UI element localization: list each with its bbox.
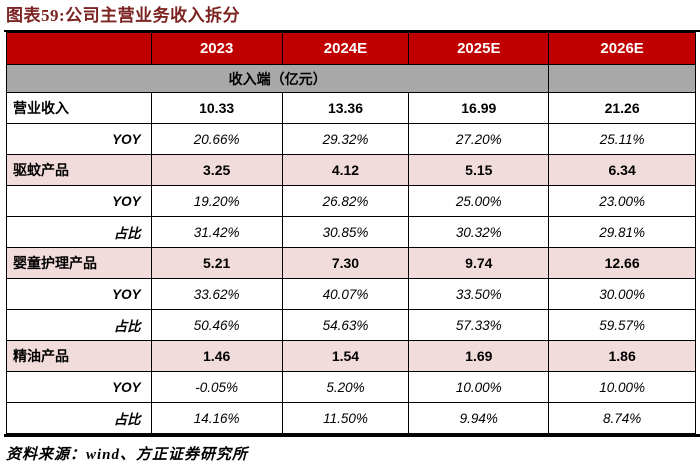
row-label: 占比: [6, 309, 152, 341]
value-cell: 1.46: [150, 340, 283, 372]
year-header-2023: 2023: [150, 32, 283, 65]
title-rule: [4, 30, 700, 32]
row-label: 精油产品: [6, 340, 152, 372]
value-cell: 11.50%: [281, 402, 410, 434]
value-cell: 33.62%: [150, 278, 283, 310]
value-cell: 30.32%: [408, 216, 550, 248]
value-cell: 9.74: [408, 247, 550, 279]
table-row: 营业收入 10.33 13.36 16.99 21.26: [6, 92, 696, 124]
year-header-row: 2023 2024E 2025E 2026E: [6, 32, 696, 65]
value-cell: -0.05%: [150, 371, 283, 403]
table-row: YOY -0.05% 5.20% 10.00% 10.00%: [6, 371, 696, 403]
value-cell: 5.15: [408, 154, 550, 186]
table-row: YOY 33.62% 40.07% 33.50% 30.00%: [6, 278, 696, 310]
value-cell: 26.82%: [281, 185, 410, 217]
table-row: 占比 14.16% 11.50% 9.94% 8.74%: [6, 402, 696, 434]
year-header-2026e: 2026E: [548, 32, 696, 65]
table-row: 精油产品 1.46 1.54 1.69 1.86: [6, 340, 696, 372]
table-row: 驱蚊产品 3.25 4.12 5.15 6.34: [6, 154, 696, 186]
row-label: YOY: [6, 371, 152, 403]
row-label: 占比: [6, 216, 152, 248]
value-cell: 10.33: [150, 92, 283, 124]
value-cell: 8.74%: [548, 402, 696, 434]
figure-title: 图表59:公司主营业务收入拆分: [6, 6, 241, 25]
value-cell: 1.69: [408, 340, 550, 372]
value-cell: 54.63%: [281, 309, 410, 341]
value-cell: 59.57%: [548, 309, 696, 341]
year-header-2025e: 2025E: [408, 32, 550, 65]
value-cell: 29.81%: [548, 216, 696, 248]
value-cell: 29.32%: [281, 123, 410, 155]
source-note: 资料来源：wind、方正证券研究所: [6, 447, 249, 463]
value-cell: 5.21: [150, 247, 283, 279]
value-cell: 1.54: [281, 340, 410, 372]
value-cell: 40.07%: [281, 278, 410, 310]
value-cell: 25.11%: [548, 123, 696, 155]
value-cell: 19.20%: [150, 185, 283, 217]
value-cell: 1.86: [548, 340, 696, 372]
row-label: 婴童护理产品: [6, 247, 152, 279]
value-cell: 25.00%: [408, 185, 550, 217]
table-row: YOY 20.66% 29.32% 27.20% 25.11%: [6, 123, 696, 155]
value-cell: 10.00%: [548, 371, 696, 403]
value-cell: 14.16%: [150, 402, 283, 434]
row-label: YOY: [6, 123, 152, 155]
section-header-empty-cell: [548, 64, 696, 93]
value-cell: 9.94%: [408, 402, 550, 434]
figure-bottom-rule: [4, 434, 700, 437]
value-cell: 21.26: [548, 92, 696, 124]
value-cell: 10.00%: [408, 371, 550, 403]
value-cell: 4.12: [281, 154, 410, 186]
section-header-row: 收入端（亿元）: [5, 64, 696, 93]
row-label: 驱蚊产品: [6, 154, 152, 186]
value-cell: 7.30: [281, 247, 410, 279]
table-row: 占比 50.46% 54.63% 57.33% 59.57%: [6, 309, 696, 341]
section-header-label: 收入端（亿元）: [5, 64, 550, 93]
table-row: 占比 31.42% 30.85% 30.32% 29.81%: [6, 216, 696, 248]
corner-cell: [6, 32, 152, 65]
value-cell: 5.20%: [281, 371, 410, 403]
value-cell: 23.00%: [548, 185, 696, 217]
value-cell: 12.66: [548, 247, 696, 279]
revenue-breakdown-table: 2023 2024E 2025E 2026E 收入端（亿元） 营业收入 10.33…: [5, 32, 696, 434]
value-cell: 30.85%: [281, 216, 410, 248]
value-cell: 16.99: [408, 92, 550, 124]
value-cell: 27.20%: [408, 123, 550, 155]
value-cell: 13.36: [281, 92, 410, 124]
value-cell: 33.50%: [408, 278, 550, 310]
value-cell: 31.42%: [150, 216, 283, 248]
value-cell: 20.66%: [150, 123, 283, 155]
row-label: YOY: [6, 278, 152, 310]
table-body: 营业收入 10.33 13.36 16.99 21.26 YOY 20.66% 29.32% 2…: [6, 92, 696, 434]
table-row: YOY 19.20% 26.82% 25.00% 23.00%: [6, 185, 696, 217]
year-header-2024e: 2024E: [281, 32, 410, 65]
row-label: 占比: [6, 402, 152, 434]
row-label: 营业收入: [6, 92, 152, 124]
value-cell: 57.33%: [408, 309, 550, 341]
value-cell: 50.46%: [150, 309, 283, 341]
row-label: YOY: [6, 185, 152, 217]
value-cell: 30.00%: [548, 278, 696, 310]
value-cell: 6.34: [548, 154, 696, 186]
table-row: 婴童护理产品 5.21 7.30 9.74 12.66: [6, 247, 696, 279]
value-cell: 3.25: [150, 154, 283, 186]
